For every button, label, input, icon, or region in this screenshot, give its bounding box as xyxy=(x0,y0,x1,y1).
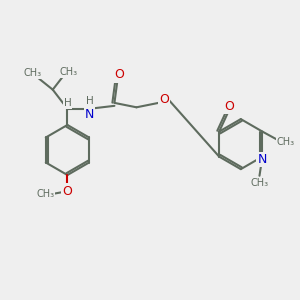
Text: O: O xyxy=(62,185,72,198)
Text: CH₃: CH₃ xyxy=(23,68,41,78)
Text: N: N xyxy=(85,108,94,121)
Text: CH₃: CH₃ xyxy=(277,137,295,147)
Text: CH₃: CH₃ xyxy=(36,189,54,199)
Text: H: H xyxy=(64,98,71,108)
Text: N: N xyxy=(258,153,267,166)
Text: O: O xyxy=(159,93,169,106)
Text: O: O xyxy=(114,68,124,81)
Text: O: O xyxy=(224,100,234,113)
Text: H: H xyxy=(85,96,93,106)
Text: CH₃: CH₃ xyxy=(60,67,78,77)
Text: CH₃: CH₃ xyxy=(250,178,268,188)
